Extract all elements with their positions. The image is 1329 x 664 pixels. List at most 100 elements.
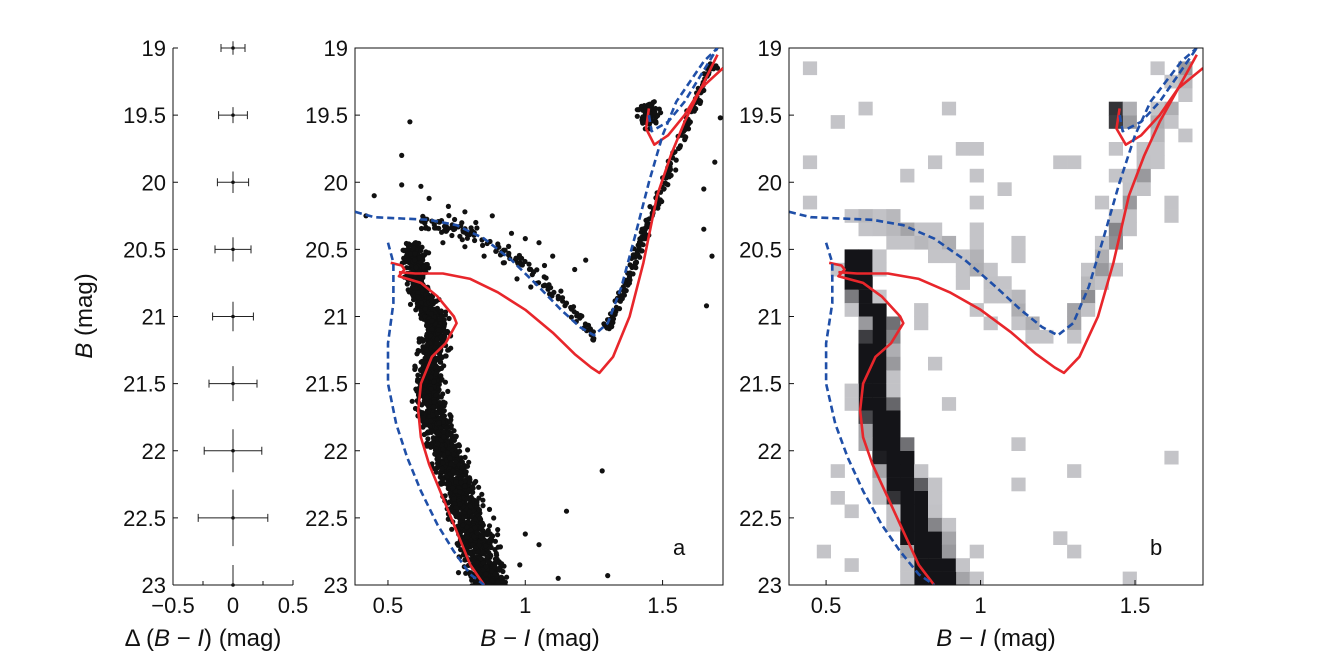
star-point <box>633 259 640 265</box>
star-point <box>494 552 500 558</box>
density-cell <box>858 316 873 331</box>
star-point <box>428 311 434 317</box>
density-cell <box>1067 155 1082 170</box>
star-point <box>471 480 477 486</box>
star-point <box>440 391 446 397</box>
star-point <box>481 586 486 591</box>
density-cell <box>969 142 984 156</box>
panel-b-isochrones <box>789 48 1203 585</box>
density-cell <box>886 517 901 532</box>
star-point <box>467 509 473 515</box>
density-cell <box>969 168 984 183</box>
star-point <box>459 459 465 465</box>
star-point <box>489 568 495 574</box>
star-point <box>416 348 422 354</box>
isochrone-line <box>1118 48 1198 133</box>
star-point <box>447 455 453 461</box>
err-x-tick-label: 0 <box>227 593 239 618</box>
star-point <box>500 260 506 266</box>
star-point <box>459 237 465 243</box>
star-point <box>446 315 452 322</box>
density-cell <box>900 464 915 478</box>
star-point <box>458 479 464 486</box>
star-point <box>637 239 644 246</box>
density-cell <box>1108 209 1123 223</box>
star-point <box>450 468 456 474</box>
star-point <box>486 506 493 512</box>
density-cell <box>1164 195 1179 210</box>
star-point <box>476 484 482 490</box>
star-point <box>445 450 451 456</box>
density-cell <box>858 343 873 357</box>
panel-a-x-tick-label: 0.5 <box>373 593 404 618</box>
panel-b-y-tick-label: 21.5 <box>739 372 782 397</box>
isochrone-line <box>386 242 485 585</box>
star-point <box>656 201 662 207</box>
star-point <box>522 531 528 537</box>
star-point <box>714 65 721 71</box>
star-point <box>452 500 458 506</box>
err-y-tick-label: 21 <box>142 305 166 330</box>
star-point <box>651 110 657 116</box>
density-cell <box>858 356 873 371</box>
star-point <box>437 316 443 322</box>
star-point <box>642 230 648 236</box>
density-cell <box>900 558 915 572</box>
star-point <box>462 244 468 250</box>
panel-b-ticks: 19 19.5 20 20.5 21 21.5 22 22.5 23 0.5 1 1.5 <box>739 36 1150 618</box>
density-cell <box>858 303 873 317</box>
star-point <box>457 501 463 507</box>
star-point <box>420 415 426 421</box>
density-cell <box>1081 289 1096 304</box>
panel-b-y-tick-label: 20 <box>758 170 782 195</box>
star-point <box>436 420 442 426</box>
star-point <box>475 567 482 573</box>
star-point <box>433 469 439 475</box>
star-point <box>432 451 438 457</box>
star-point <box>480 560 486 566</box>
star-point <box>555 293 561 299</box>
star-point <box>481 253 487 259</box>
star-point <box>415 376 421 383</box>
density-cell <box>886 356 901 371</box>
star-point <box>447 490 453 497</box>
star-point <box>423 224 429 230</box>
density-cell <box>830 464 845 478</box>
star-point <box>480 497 486 503</box>
star-point <box>433 371 439 377</box>
star-point <box>435 429 441 435</box>
density-cell <box>928 504 943 519</box>
star-point <box>438 365 444 371</box>
star-point <box>418 336 424 342</box>
star-point <box>531 269 537 275</box>
star-point <box>541 262 548 269</box>
star-point <box>472 237 478 244</box>
density-cell <box>928 491 943 505</box>
density-cell <box>844 383 859 398</box>
star-point <box>619 296 625 302</box>
isochrone-line <box>390 261 486 585</box>
panel-a-isochrones <box>355 48 723 585</box>
density-cell <box>997 182 1012 196</box>
star-point <box>676 145 682 152</box>
panel-a-y-tick-label: 19.5 <box>305 103 348 128</box>
star-point <box>485 581 492 585</box>
star-point <box>476 507 482 513</box>
err-y-tick-label: 19.5 <box>123 103 166 128</box>
star-point <box>428 374 434 380</box>
star-point <box>483 571 489 577</box>
star-point <box>489 213 495 219</box>
density-cell <box>928 235 943 250</box>
star-point <box>426 250 432 256</box>
star-point <box>418 248 424 254</box>
star-point <box>449 526 455 532</box>
density-cell <box>900 517 915 532</box>
star-point <box>647 204 653 210</box>
density-cell <box>886 343 901 357</box>
density-cell <box>886 397 901 411</box>
star-point <box>417 255 423 261</box>
density-cell <box>914 464 929 478</box>
star-point <box>498 574 504 580</box>
density-cell <box>872 491 887 505</box>
star-point <box>446 213 452 219</box>
